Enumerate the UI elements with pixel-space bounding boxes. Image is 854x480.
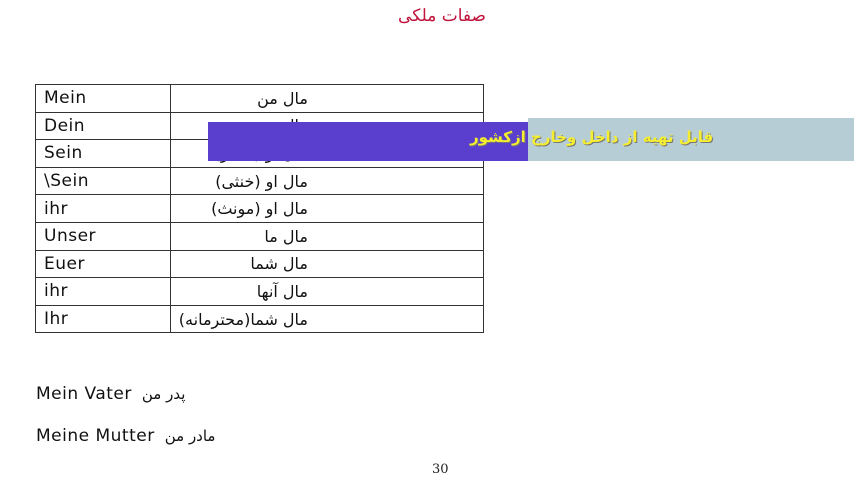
persian-cell: مال شما [169, 249, 485, 279]
german-cell: \Sein [35, 166, 171, 196]
banner-purple [208, 122, 528, 161]
table-row: Euer مال شما [35, 249, 485, 279]
german-cell: Mein [35, 84, 171, 113]
page-number: 30 [432, 462, 449, 477]
persian-cell: مال آنها [169, 277, 485, 306]
persian-cell: مال من [169, 84, 485, 113]
german-cell: Euer [35, 249, 171, 279]
german-cell: Sein [35, 139, 171, 168]
german-cell: ihr [35, 194, 171, 223]
persian-cell: مال ما [169, 221, 485, 251]
table-row: Mein مال من [35, 84, 485, 113]
banner-box: قابل تهیه از داخل وخارج ازکشور [470, 118, 854, 161]
table-row: ihr مال او (مونث) [35, 194, 485, 223]
persian-phrase: مادر من [164, 427, 216, 445]
table-row: Unser مال ما [35, 221, 485, 251]
persian-cell: مال شما(محترمانه) [169, 304, 485, 334]
example: Mein Vater پدر من [36, 384, 185, 404]
german-phrase: Meine Mutter [36, 426, 155, 446]
title: صفات ملکی [398, 6, 486, 26]
german-cell: Dein [35, 111, 171, 141]
example: Meine Mutter مادر من [36, 426, 215, 446]
german-cell: ihr [35, 277, 171, 306]
persian-cell: مال او (مونث) [169, 194, 485, 223]
german-cell: Ihr [35, 304, 171, 334]
persian-cell: مال او (خنثی) [169, 166, 485, 196]
table-row: \Sein مال او (خنثی) [35, 166, 485, 196]
persian-phrase: پدر من [141, 385, 186, 403]
german-cell: Unser [35, 221, 171, 251]
table-row: Ihr مال شما(محترمانه) [35, 304, 485, 334]
german-phrase: Mein Vater [36, 384, 132, 404]
banner-text: قابل تهیه از داخل وخارج ازکشور [470, 128, 714, 146]
table-row: ihr مال آنها [35, 277, 485, 306]
